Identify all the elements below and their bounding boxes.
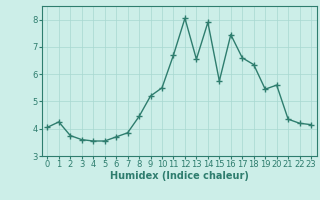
X-axis label: Humidex (Indice chaleur): Humidex (Indice chaleur) [110,171,249,181]
